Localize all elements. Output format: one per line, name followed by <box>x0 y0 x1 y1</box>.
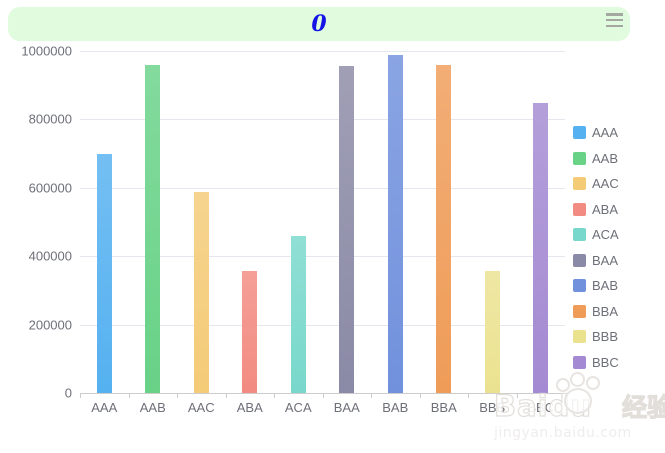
legend-swatch <box>573 304 586 318</box>
x-axis-tick-label: BAB <box>382 400 409 415</box>
legend-item-BAB[interactable]: BAB <box>573 273 619 299</box>
bar-AAB[interactable] <box>145 64 161 394</box>
legend-label: AAC <box>592 176 619 192</box>
x-axis-tick-label: ACA <box>284 400 312 415</box>
legend-label: BBA <box>592 303 619 319</box>
legend-item-ABA[interactable]: ABA <box>573 197 619 223</box>
hamburger-line <box>606 24 623 28</box>
y-axis-tick-label: 0 <box>64 385 72 401</box>
x-axis-tick <box>177 393 178 398</box>
y-axis-tick-label: 1000000 <box>21 43 72 59</box>
title-banner: 0 <box>8 7 630 41</box>
hamburger-line <box>606 18 623 22</box>
legend-item-AAB[interactable]: AAB <box>573 146 619 172</box>
x-axis-tick-label: ABA <box>236 400 263 415</box>
x-axis-tick <box>80 393 81 398</box>
legend-label: BAA <box>592 252 619 268</box>
bar-BBA[interactable] <box>436 65 452 393</box>
bar-ACA[interactable] <box>290 236 306 393</box>
x-axis-tick-label: BBB <box>479 400 506 415</box>
bar-BAA[interactable] <box>339 66 355 393</box>
bar-BBB[interactable] <box>484 270 500 394</box>
legend-label: BBB <box>592 329 619 345</box>
bar-AAA[interactable] <box>96 153 112 394</box>
legend-label: BAB <box>592 278 619 294</box>
x-axis-tick <box>322 393 324 398</box>
legend-item-BAA[interactable]: BAA <box>573 248 619 274</box>
bar-BBC[interactable] <box>533 102 549 394</box>
legend-swatch <box>573 330 586 344</box>
x-axis-tick <box>468 393 469 398</box>
y-axis-tick-label: 600000 <box>28 180 72 196</box>
gridline <box>80 119 565 121</box>
gridline <box>80 256 565 258</box>
legend-label: ACA <box>592 227 619 243</box>
legend-label: BBC <box>592 354 619 370</box>
x-axis-tick <box>371 393 372 398</box>
y-axis-tick-label: 800000 <box>28 111 72 127</box>
legend-item-AAC[interactable]: AAC <box>573 171 619 197</box>
y-axis-tick-label: 400000 <box>28 248 72 264</box>
bar-ABA[interactable] <box>242 270 258 394</box>
legend-swatch <box>573 151 586 165</box>
legend-swatch <box>573 279 586 293</box>
hamburger-menu-icon[interactable] <box>606 13 623 29</box>
gridline <box>80 187 565 189</box>
x-axis-tick-label: BBA <box>430 400 457 415</box>
x-axis-tick <box>128 393 130 398</box>
x-axis-tick <box>274 393 275 398</box>
x-axis-tick <box>516 393 518 398</box>
x-axis-tick <box>225 393 227 398</box>
legend-label: AAA <box>592 125 619 141</box>
legend-item-ACA[interactable]: ACA <box>573 222 619 248</box>
legend-swatch <box>573 126 586 140</box>
legend-swatch <box>573 355 586 369</box>
x-axis-tick-label: AAC <box>187 400 215 415</box>
legend-swatch <box>573 202 586 216</box>
legend-item-BBB[interactable]: BBB <box>573 324 619 350</box>
chart-title: 0 <box>311 11 327 37</box>
legend-item-BBA[interactable]: BBA <box>573 299 619 325</box>
x-axis-tick-label: AAB <box>139 400 166 415</box>
bar-BAB[interactable] <box>387 54 403 394</box>
legend-label: AAB <box>592 150 619 166</box>
y-axis-tick-label: 200000 <box>28 317 72 333</box>
legend-swatch <box>573 228 586 242</box>
x-axis-tick <box>565 393 566 398</box>
x-axis-tick-label: BAA <box>333 400 360 415</box>
x-axis-tick-label: BBC <box>527 400 555 415</box>
bar-AAC[interactable] <box>193 192 209 393</box>
gridline <box>80 324 565 326</box>
legend-item-BBC[interactable]: BBC <box>573 350 619 376</box>
gridline <box>80 51 565 52</box>
hamburger-line <box>606 13 623 16</box>
legend-swatch <box>573 177 586 191</box>
legend-label: ABA <box>592 201 619 217</box>
legend-item-AAA[interactable]: AAA <box>573 120 619 146</box>
x-axis-tick <box>419 393 421 398</box>
x-axis-tick-label: AAA <box>91 400 118 415</box>
legend-swatch <box>573 253 586 267</box>
legend: AAA AAB AAC ABA ACA BAA BAB BBA BBB BBC <box>573 120 619 375</box>
